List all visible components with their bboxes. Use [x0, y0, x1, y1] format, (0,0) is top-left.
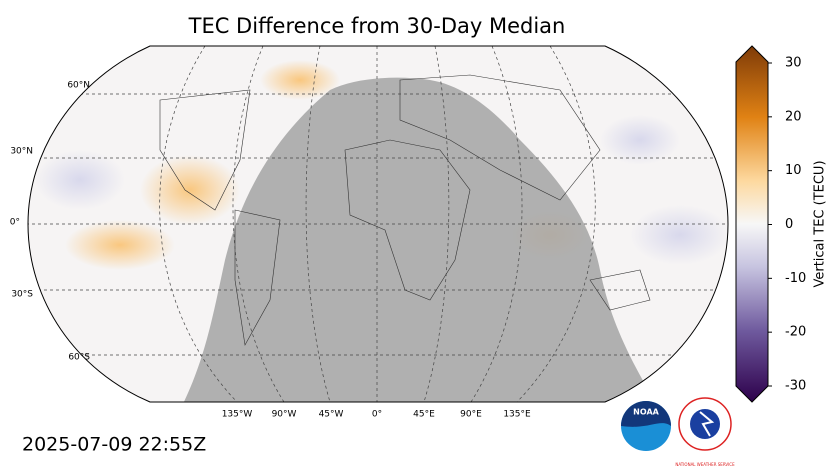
lat-label: 60°S	[68, 353, 90, 363]
tick-label: 30	[785, 56, 802, 71]
title: TEC Difference from 30-Day Median	[188, 14, 566, 38]
grid-line	[159, 46, 596, 402]
lon-label: 45°E	[413, 410, 435, 420]
lon-label: 90°E	[460, 410, 482, 420]
anomaly	[140, 155, 240, 225]
lat-labels: 60°N 30°N 0° 30°S 60°S	[10, 81, 91, 363]
colorbar-ticks: -30 -20 -10 0 10 20 30	[768, 56, 806, 394]
lon-label: 135°E	[503, 410, 531, 420]
anomaly	[35, 150, 125, 210]
tick-label: -30	[785, 379, 806, 394]
lon-labels: 135°W 90°W 45°W 0° 45°E 90°E 135°E	[222, 410, 531, 420]
anomaly	[260, 60, 340, 100]
lat-label: 0°	[10, 218, 20, 228]
nws-logo: NATIONAL WEATHER SERVICE	[675, 397, 735, 467]
map-outline	[27, 45, 729, 403]
anomaly	[600, 115, 680, 165]
lat-label: 60°N	[67, 81, 90, 91]
tick-label: 20	[785, 109, 802, 124]
noaa-logo: NOAA	[621, 401, 671, 451]
lon-label: 0°	[372, 410, 382, 420]
coastlines	[159, 74, 651, 346]
lat-label: 30°S	[11, 290, 33, 300]
lon-label: 90°W	[272, 410, 297, 420]
logo-shape	[621, 401, 671, 427]
colorbar	[735, 45, 769, 403]
anomaly	[630, 205, 728, 265]
night-region	[180, 77, 660, 402]
lat-label: 30°N	[10, 147, 33, 157]
tick-label: -10	[785, 271, 806, 286]
lon-label: 45°W	[319, 410, 344, 420]
tick-label: 0	[785, 217, 793, 232]
lon-label: 135°W	[222, 410, 253, 420]
logo-text: NOAA	[633, 408, 659, 417]
logo-text: NATIONAL WEATHER SERVICE	[675, 462, 735, 467]
anomaly	[65, 220, 175, 270]
timestamp: 2025-07-09 22:55Z	[22, 434, 206, 456]
tick-label: 10	[785, 163, 802, 178]
colorbar-label: Vertical TEC (TECU)	[813, 160, 828, 287]
tick-label: -20	[785, 325, 806, 340]
logo-bolt	[699, 411, 715, 437]
map	[28, 46, 728, 402]
